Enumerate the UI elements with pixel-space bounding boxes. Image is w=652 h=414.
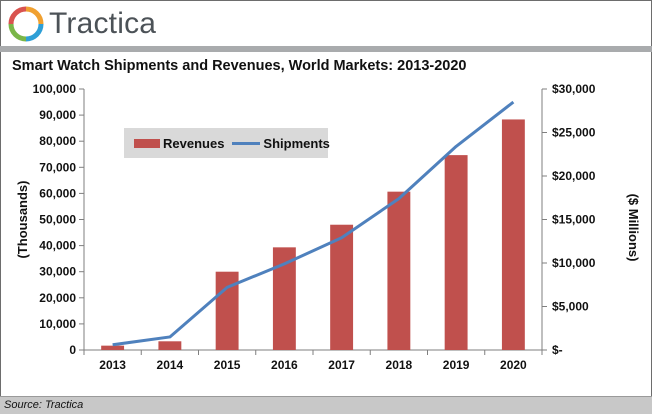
- source-text: Source: Tractica: [4, 399, 84, 411]
- revenue-bar-2013: [101, 345, 125, 350]
- shipments-line: [112, 100, 515, 347]
- y2-tick-label: $25,000: [552, 126, 596, 140]
- y-tick-label: 20,000: [39, 291, 76, 305]
- revenue-bar-2018: [387, 191, 411, 350]
- chart-legend: Revenues Shipments: [124, 128, 330, 158]
- y2-axis-title: ($ Millions): [626, 194, 641, 262]
- x-tick-label: 2016: [271, 358, 298, 372]
- brand-header: Tractica: [8, 4, 156, 44]
- revenue-bar-2019: [444, 155, 468, 350]
- x-tick-label: 2019: [443, 358, 470, 372]
- y-tick-label: 70,000: [39, 160, 76, 174]
- brand-name: Tractica: [49, 7, 157, 40]
- legend-item-revenues: Revenues: [134, 136, 224, 151]
- x-tick-label: 2014: [157, 358, 184, 372]
- y2-tick-label: $-: [552, 343, 563, 357]
- x-tick-label: 2013: [99, 358, 126, 372]
- header-rule: [0, 46, 652, 52]
- y-tick-label: 40,000: [39, 239, 76, 253]
- x-tick-label: 2015: [214, 358, 241, 372]
- x-tick-label: 2018: [386, 358, 413, 372]
- y-tick-label: 30,000: [39, 265, 76, 279]
- y2-tick-label: $5,000: [552, 300, 589, 314]
- legend-item-shipments: Shipments: [232, 135, 330, 151]
- legend-label-shipments: Shipments: [263, 135, 330, 151]
- revenue-bar-2016: [272, 247, 296, 350]
- legend-swatch-revenues: [134, 138, 160, 148]
- legend-swatch-shipments: [232, 141, 261, 145]
- source-footer: Source: Tractica: [0, 396, 652, 414]
- legend-label-revenues: Revenues: [163, 135, 225, 151]
- revenue-bar-2014: [158, 341, 182, 350]
- revenue-bar-2017: [330, 224, 354, 350]
- y-tick-label: 90,000: [39, 108, 76, 122]
- revenue-bar-2020: [501, 119, 525, 350]
- y-axis-title: (Thousands): [15, 181, 30, 259]
- y-tick-label: 80,000: [39, 134, 76, 148]
- y2-tick-label: $20,000: [552, 169, 596, 183]
- y2-tick-label: $15,000: [552, 213, 596, 227]
- x-tick-label: 2017: [328, 358, 355, 372]
- y2-tick-label: $30,000: [552, 82, 596, 96]
- x-tick-label: 2020: [500, 358, 527, 372]
- chart-title: Smart Watch Shipments and Revenues, Worl…: [12, 58, 467, 74]
- y-tick-label: 0: [69, 343, 76, 357]
- y-tick-label: 50,000: [39, 213, 76, 227]
- tractica-logo-icon: [8, 6, 44, 42]
- y-tick-label: 100,000: [33, 82, 77, 96]
- y-tick-label: 60,000: [39, 186, 76, 200]
- y2-tick-label: $10,000: [552, 256, 596, 270]
- y-tick-label: 10,000: [39, 317, 76, 331]
